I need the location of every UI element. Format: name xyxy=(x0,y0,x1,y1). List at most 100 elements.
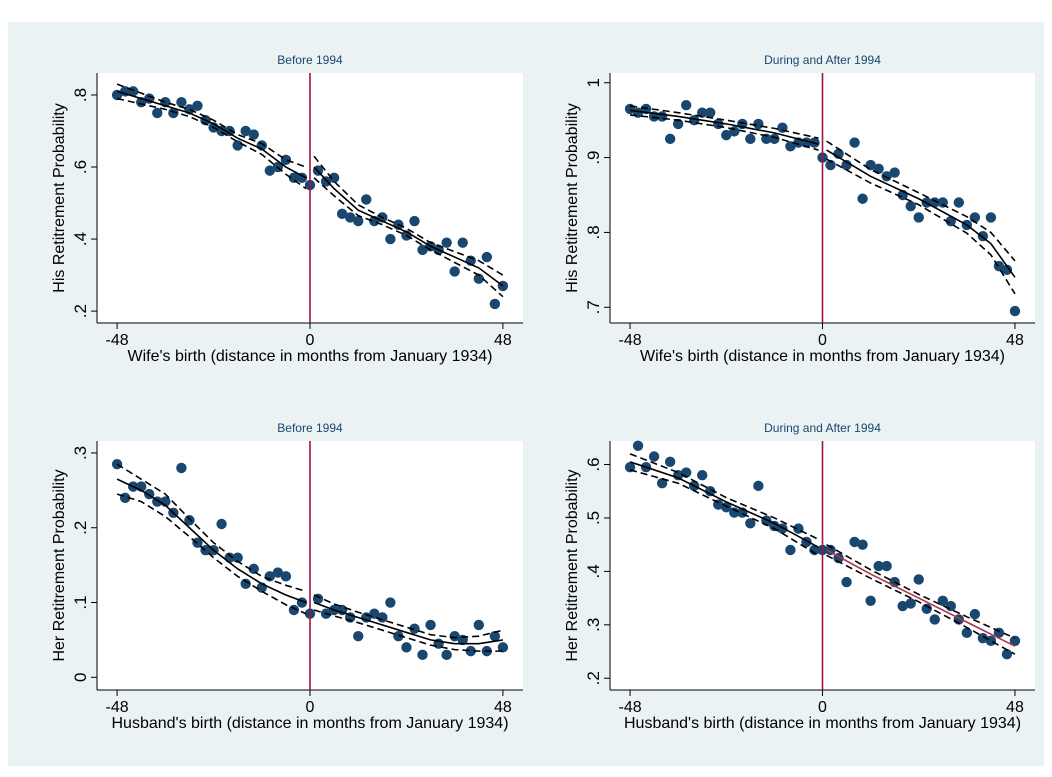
point xyxy=(288,604,300,616)
point xyxy=(945,600,957,612)
point xyxy=(441,237,452,248)
point xyxy=(697,469,708,481)
point xyxy=(264,165,276,176)
point xyxy=(385,233,396,245)
point xyxy=(248,129,259,140)
point xyxy=(1001,264,1013,276)
point xyxy=(985,635,997,647)
x-tick-label: 0 xyxy=(818,699,827,716)
y-tick-label: .3 xyxy=(71,446,90,460)
panel-title: During and After 1994 xyxy=(764,421,881,435)
point xyxy=(1009,635,1021,647)
y-tick-label: .7 xyxy=(584,300,603,314)
point xyxy=(232,140,243,151)
point xyxy=(656,111,668,122)
point xyxy=(288,172,300,184)
point xyxy=(721,129,732,141)
x-axis-title: Wife's birth (distance in months from Ja… xyxy=(128,348,493,365)
y-tick-label: .8 xyxy=(71,88,90,102)
point xyxy=(152,107,163,119)
point xyxy=(320,176,332,187)
point xyxy=(825,544,836,556)
point xyxy=(977,632,989,644)
point xyxy=(825,159,836,171)
y-tick-label: .3 xyxy=(584,618,603,632)
point xyxy=(216,518,227,530)
x-axis-title: Husband's birth (distance in months from… xyxy=(624,715,1021,732)
point xyxy=(344,212,356,223)
ci-lower xyxy=(313,177,504,298)
x-tick-label: 0 xyxy=(306,699,315,716)
point xyxy=(248,563,259,575)
fit-line xyxy=(116,478,307,604)
point xyxy=(873,560,884,572)
point xyxy=(705,107,716,118)
fit-line xyxy=(116,90,307,179)
fit-line xyxy=(629,461,819,549)
ci-upper xyxy=(313,155,504,276)
ci-upper xyxy=(629,453,819,541)
fit-line xyxy=(826,149,1016,278)
y-tick-label: .2 xyxy=(71,521,90,535)
fit-line xyxy=(313,166,504,287)
point xyxy=(192,537,203,548)
point xyxy=(377,612,388,623)
y-axis-title: Her Retitrement Probability xyxy=(51,469,68,661)
x-tick-label: 48 xyxy=(1006,699,1024,716)
x-tick-label: -48 xyxy=(618,332,641,349)
ci-upper xyxy=(826,140,1016,262)
ci-lower xyxy=(826,158,1016,295)
x-tick-label: 48 xyxy=(1006,332,1024,349)
point xyxy=(465,645,476,657)
point xyxy=(753,480,764,492)
point xyxy=(849,536,860,548)
point xyxy=(361,194,372,205)
y-axis-title: His Retitrement Probability xyxy=(564,103,581,292)
ci-lower xyxy=(629,469,819,557)
y-tick-label: .8 xyxy=(584,225,603,239)
point xyxy=(401,642,412,653)
point xyxy=(441,649,452,661)
point xyxy=(729,507,740,518)
point xyxy=(785,141,796,152)
point xyxy=(945,216,957,227)
point xyxy=(336,208,348,220)
y-tick-label: .2 xyxy=(71,304,90,318)
y-tick-label: .1 xyxy=(71,595,90,609)
point xyxy=(905,598,916,609)
point xyxy=(857,539,868,550)
point xyxy=(648,451,660,462)
point xyxy=(929,614,940,625)
point xyxy=(457,237,468,248)
point xyxy=(921,603,932,614)
point xyxy=(353,215,364,227)
point xyxy=(664,133,676,145)
x-axis-title: Husband's birth (distance in months from… xyxy=(111,715,508,732)
y-tick-label: .6 xyxy=(584,457,603,471)
point xyxy=(897,600,908,612)
y-axis-title: Her Retitrement Probability xyxy=(564,469,581,661)
point xyxy=(409,623,420,634)
x-axis-title: Wife's birth (distance in months from Ja… xyxy=(640,348,1005,365)
point xyxy=(240,125,251,137)
point xyxy=(761,133,772,145)
ci-lower xyxy=(116,493,307,615)
point xyxy=(425,619,436,631)
point xyxy=(353,630,364,642)
point xyxy=(632,440,644,452)
point xyxy=(905,201,916,212)
y-tick-label: .4 xyxy=(584,564,603,578)
point xyxy=(296,172,308,184)
point xyxy=(473,619,484,631)
x-tick-label: 0 xyxy=(306,332,315,349)
point xyxy=(176,96,187,108)
y-tick-label: 0 xyxy=(71,673,90,682)
point xyxy=(889,167,900,178)
fit-line xyxy=(629,109,819,145)
point xyxy=(481,251,493,263)
ci-upper xyxy=(116,463,307,593)
point xyxy=(857,193,868,204)
point xyxy=(865,595,876,606)
point xyxy=(785,544,796,556)
